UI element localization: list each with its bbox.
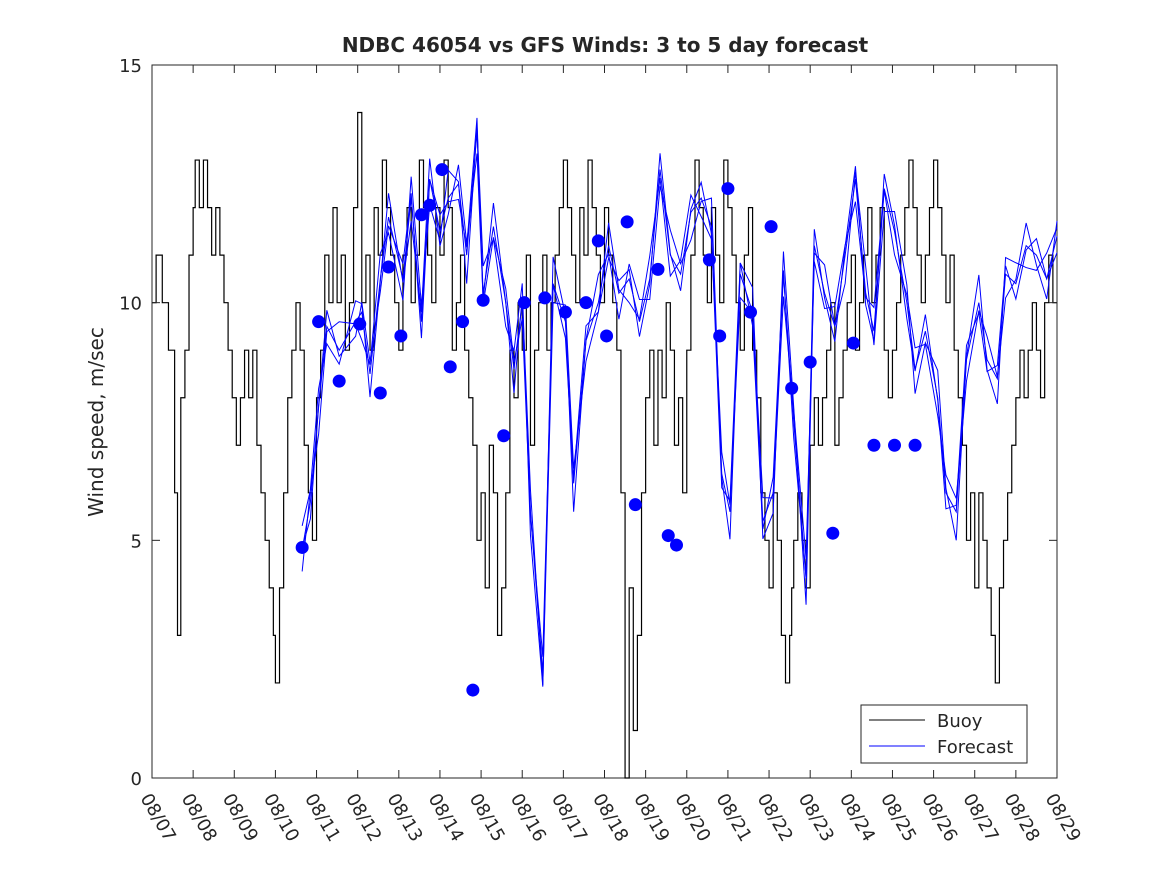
legend: Buoy Forecast: [861, 705, 1027, 763]
forecast-marker: [804, 356, 817, 369]
forecast-marker: [333, 375, 346, 388]
forecast-marker: [436, 163, 449, 176]
forecast-marker: [847, 337, 860, 350]
forecast-marker: [394, 329, 407, 342]
y-tick-label: 15: [119, 56, 142, 77]
forecast-marker: [444, 360, 457, 373]
forecast-marker: [867, 439, 880, 452]
forecast-marker: [826, 527, 839, 540]
forecast-marker: [456, 315, 469, 328]
wind-speed-chart: NDBC 46054 vs GFS Winds: 3 to 5 day fore…: [0, 0, 1167, 875]
forecast-marker: [497, 429, 510, 442]
forecast-marker: [592, 234, 605, 247]
forecast-marker: [785, 382, 798, 395]
forecast-marker: [651, 263, 664, 276]
forecast-marker: [296, 541, 309, 554]
forecast-marker: [713, 329, 726, 342]
forecast-marker: [888, 439, 901, 452]
forecast-marker: [423, 199, 436, 212]
forecast-marker: [579, 296, 592, 309]
chart-title: NDBC 46054 vs GFS Winds: 3 to 5 day fore…: [342, 33, 869, 57]
forecast-marker: [670, 539, 683, 552]
forecast-marker: [600, 329, 613, 342]
y-tick-label: 0: [131, 769, 142, 790]
forecast-marker: [703, 253, 716, 266]
forecast-marker: [559, 306, 572, 319]
forecast-marker: [765, 220, 778, 233]
forecast-marker: [518, 296, 531, 309]
forecast-marker: [312, 315, 325, 328]
y-tick-label: 10: [119, 294, 142, 315]
y-tick-label: 5: [131, 531, 142, 552]
forecast-marker: [353, 318, 366, 331]
forecast-marker: [721, 182, 734, 195]
forecast-marker: [909, 439, 922, 452]
forecast-marker: [629, 498, 642, 511]
legend-forecast-label: Forecast: [937, 737, 1013, 758]
forecast-marker: [477, 294, 490, 307]
forecast-marker: [744, 306, 757, 319]
y-axis-label: Wind speed, m/sec: [84, 327, 108, 517]
forecast-marker: [621, 215, 634, 228]
forecast-marker: [538, 291, 551, 304]
forecast-marker: [466, 684, 479, 697]
forecast-marker: [374, 386, 387, 399]
legend-buoy-label: Buoy: [937, 711, 983, 732]
forecast-marker: [382, 261, 395, 274]
